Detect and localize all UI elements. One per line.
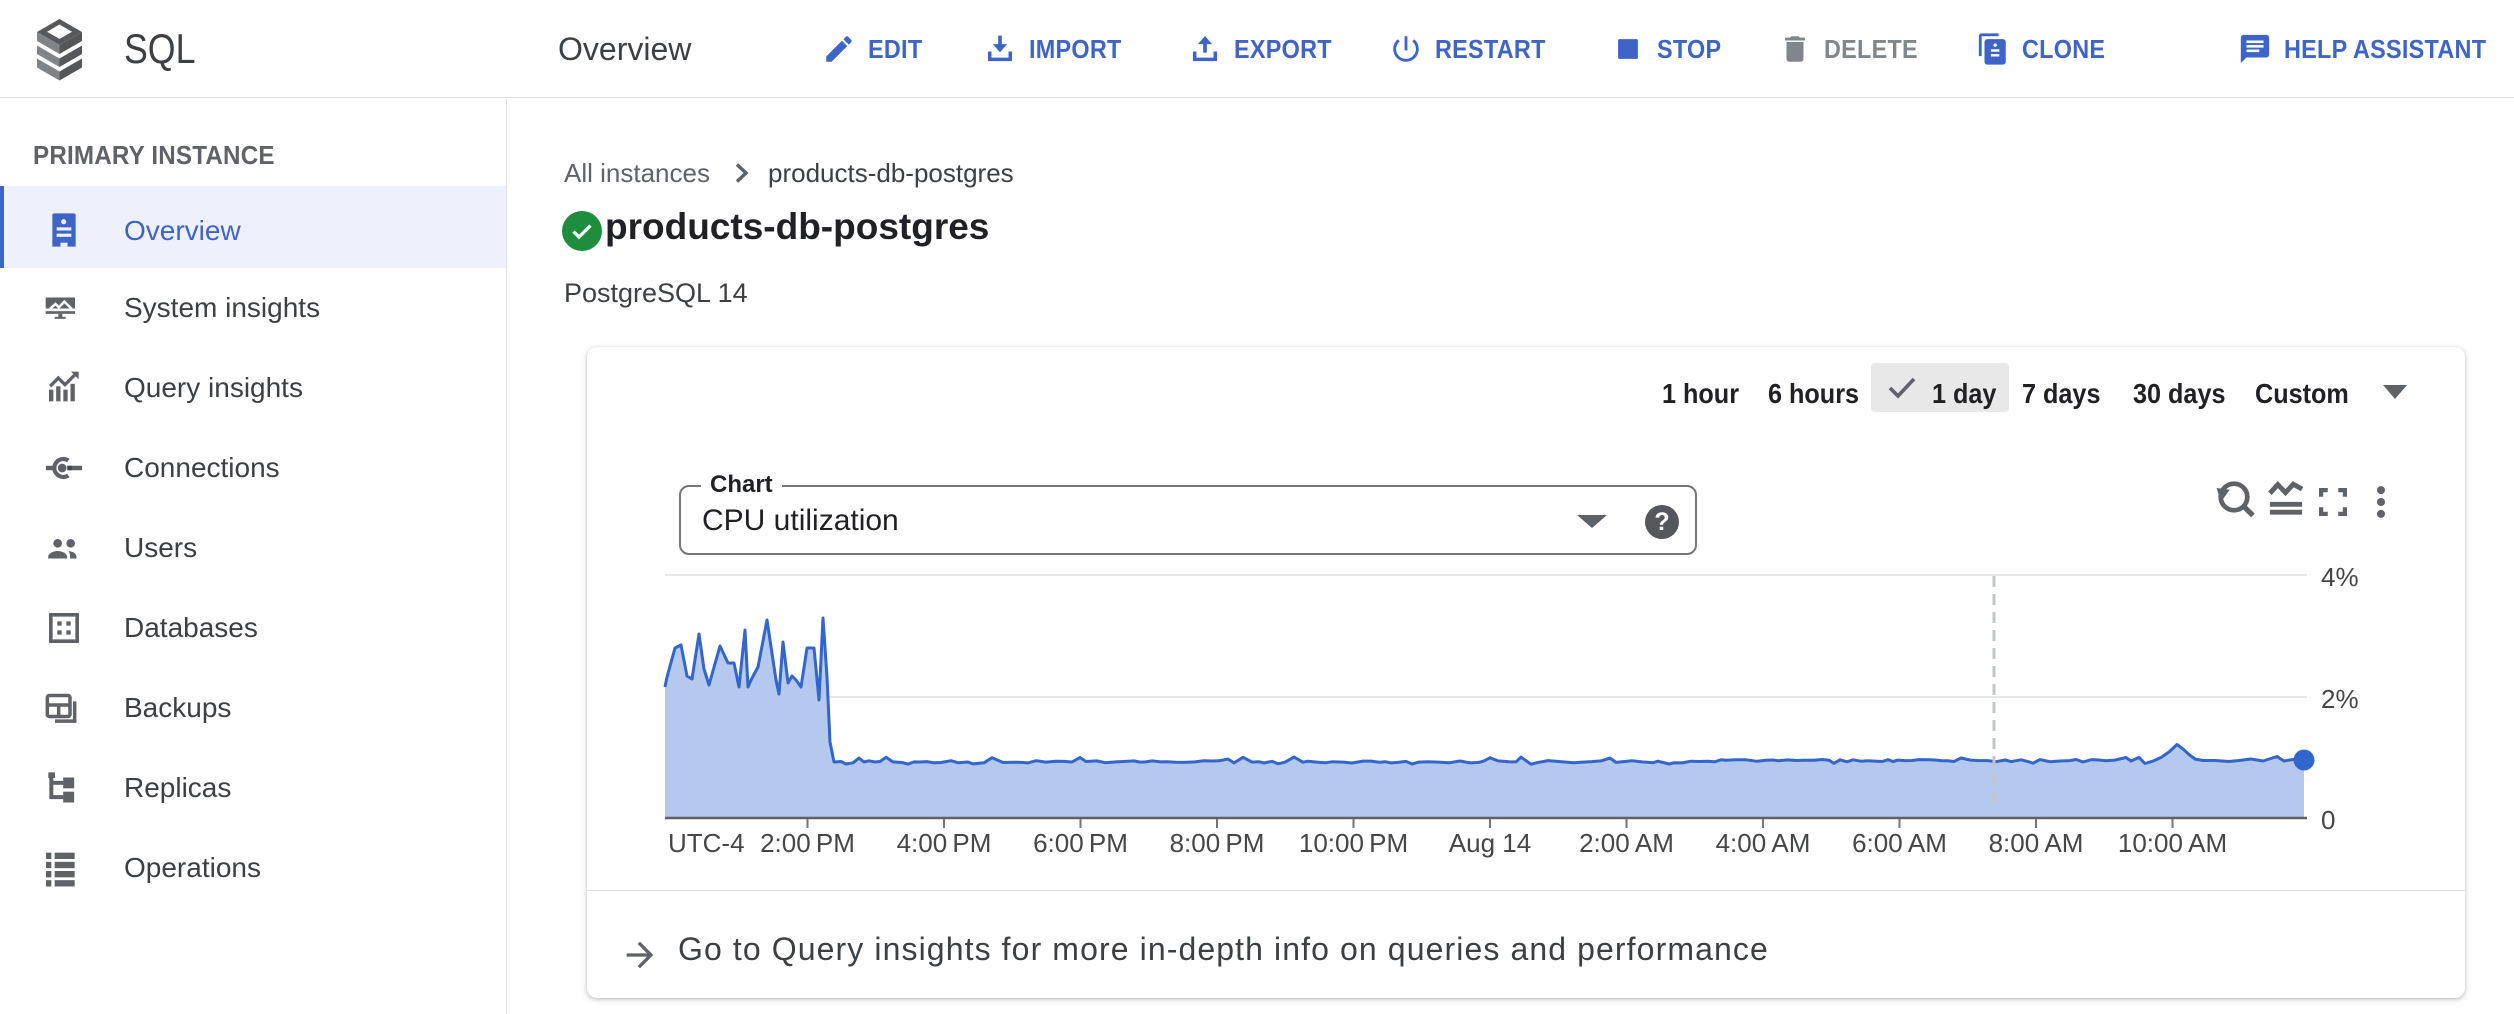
svg-text:UTC-4: UTC-4 bbox=[668, 828, 745, 858]
svg-text:0: 0 bbox=[2321, 805, 2335, 835]
svg-text:2%: 2% bbox=[2321, 684, 2359, 714]
svg-text:8:00 AM: 8:00 AM bbox=[1989, 828, 2084, 858]
svg-text:6:00 AM: 6:00 AM bbox=[1852, 828, 1947, 858]
svg-text:4%: 4% bbox=[2321, 562, 2359, 592]
svg-text:10:00 AM: 10:00 AM bbox=[2118, 828, 2227, 858]
svg-text:4:00 AM: 4:00 AM bbox=[1716, 828, 1811, 858]
svg-text:Aug 14: Aug 14 bbox=[1449, 828, 1531, 858]
svg-text:8:00 PM: 8:00 PM bbox=[1170, 828, 1265, 858]
svg-text:2:00 PM: 2:00 PM bbox=[760, 828, 855, 858]
svg-text:10:00 PM: 10:00 PM bbox=[1299, 828, 1408, 858]
svg-text:6:00 PM: 6:00 PM bbox=[1033, 828, 1128, 858]
svg-text:4:00 PM: 4:00 PM bbox=[897, 828, 992, 858]
svg-text:2:00 AM: 2:00 AM bbox=[1579, 828, 1674, 858]
